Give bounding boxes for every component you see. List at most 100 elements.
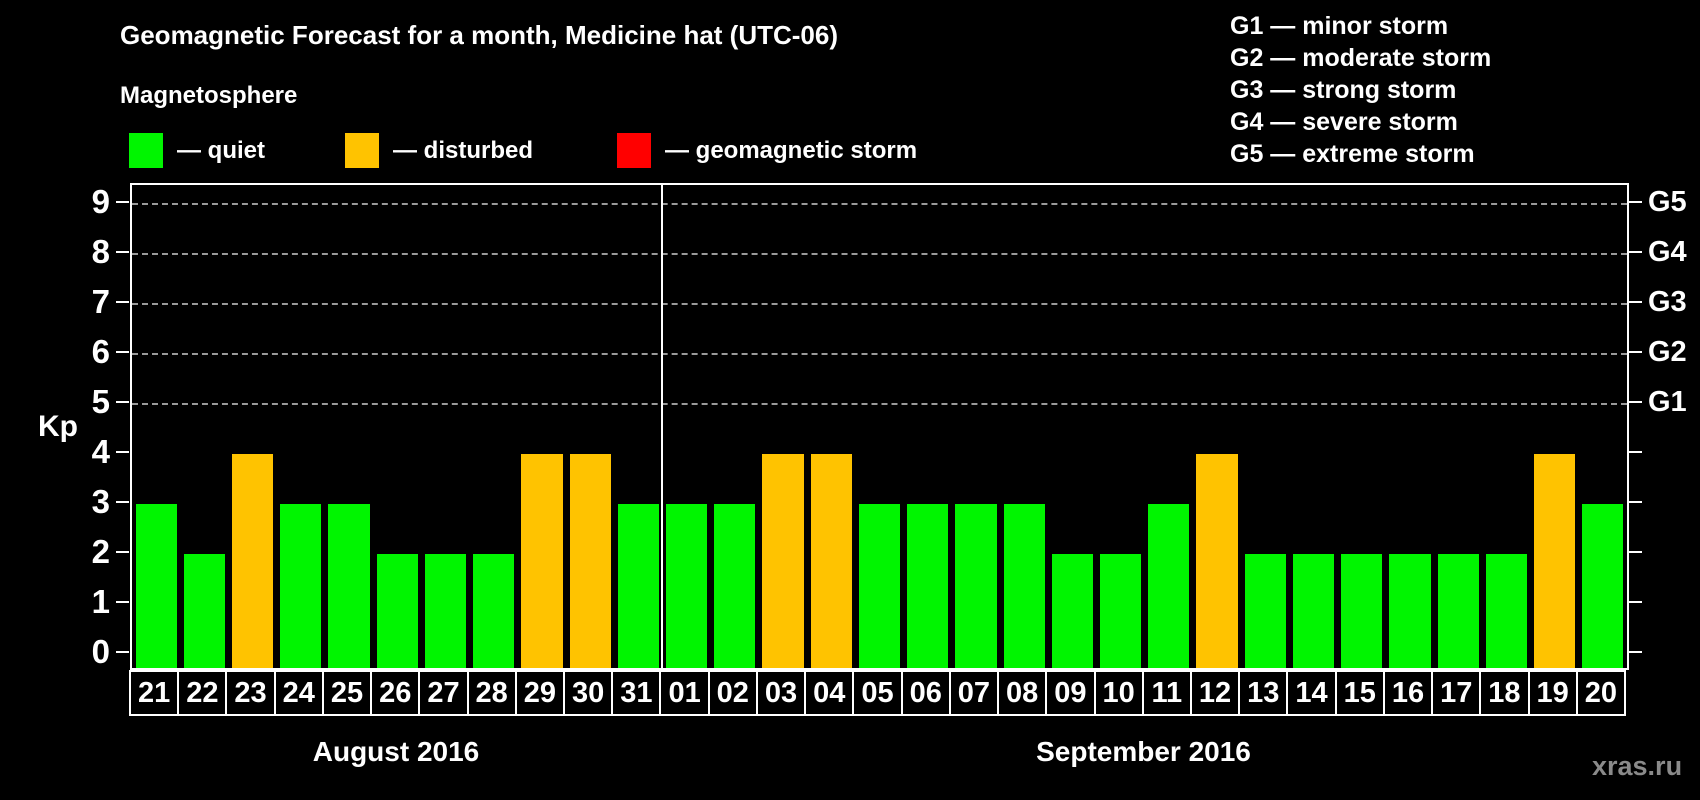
right-axis-tick-9: [1629, 201, 1642, 203]
kp-bar-day-11: [1148, 504, 1190, 668]
day-cell-aug-23: 23: [225, 670, 276, 716]
kp-bar-day-18: [1485, 554, 1528, 668]
storm-swatch-icon: [617, 133, 651, 168]
kp-bar-day-25: [328, 504, 370, 668]
right-axis-tick-6: [1629, 351, 1642, 353]
left-axis-tick-3: [116, 501, 129, 503]
gridline-kp-5: [132, 403, 1627, 405]
legend-item-storm: — geomagnetic storm: [617, 133, 917, 168]
day-cell-sep-07: 07: [948, 670, 1000, 716]
kp-bar-day-01: [665, 504, 708, 668]
kp-bar-day-02: [714, 504, 756, 668]
left-axis-tick-5: [116, 401, 129, 403]
day-cell-sep-04: 04: [804, 670, 855, 716]
kp-bar-day-08: [1003, 504, 1045, 668]
kp-bar-day-23: [231, 454, 274, 668]
right-axis-tick-7: [1629, 301, 1642, 303]
kp-tick-label-0: 0: [91, 633, 110, 670]
kp-bar-day-09: [1051, 554, 1093, 668]
day-cell-sep-15: 15: [1334, 670, 1385, 716]
kp-bar-day-24: [280, 504, 322, 668]
kp-bar-day-15: [1341, 554, 1383, 668]
g-tick-label-g5: G5: [1648, 186, 1687, 218]
day-cell-aug-27: 27: [418, 670, 469, 716]
kp-bar-day-30: [569, 454, 611, 668]
day-cell-sep-20: 20: [1575, 670, 1626, 716]
kp-bar-day-27: [424, 554, 467, 668]
left-axis-tick-6: [116, 351, 129, 353]
kp-bar-day-21: [135, 504, 177, 668]
kp-bar-day-03: [762, 454, 804, 668]
g-scale-line-g2: G2 — moderate storm: [1230, 44, 1492, 72]
day-cell-sep-03: 03: [755, 670, 807, 716]
day-cell-aug-29: 29: [514, 670, 566, 716]
kp-bar-day-20: [1582, 504, 1624, 668]
day-cell-sep-05: 05: [852, 670, 903, 716]
right-axis-tick-1: [1629, 601, 1642, 603]
kp-bar-day-19: [1534, 454, 1576, 668]
legend-item-quiet: — quiet: [129, 133, 265, 168]
quiet-swatch-icon: [129, 133, 163, 168]
kp-bar-day-07: [955, 504, 997, 668]
g-scale-line-g5: G5 — extreme storm: [1230, 140, 1475, 168]
kp-bar-day-13: [1244, 554, 1286, 668]
kp-bar-day-06: [907, 504, 949, 668]
kp-bar-day-04: [810, 454, 852, 668]
left-axis-tick-4: [116, 451, 129, 453]
left-axis-tick-0: [116, 651, 129, 653]
kp-tick-label-1: 1: [91, 583, 110, 620]
kp-tick-label-2: 2: [91, 533, 110, 570]
day-cell-sep-02: 02: [707, 670, 758, 716]
g-scale-line-g1: G1 — minor storm: [1230, 12, 1449, 40]
right-axis-tick-8: [1629, 251, 1642, 253]
kp-tick-label-9: 9: [91, 183, 110, 220]
kp-bar-day-17: [1437, 554, 1479, 668]
left-axis-tick-7: [116, 301, 129, 303]
month-label-september: September 2016: [1036, 736, 1251, 767]
day-cell-sep-19: 19: [1527, 670, 1578, 716]
day-cell-sep-13: 13: [1238, 670, 1289, 716]
right-axis-tick-2: [1629, 551, 1642, 553]
kp-bar-day-12: [1196, 454, 1238, 668]
kp-tick-label-4: 4: [91, 433, 110, 470]
day-cell-sep-01: 01: [659, 670, 710, 716]
legend-item-disturbed: — disturbed: [345, 133, 533, 168]
kp-tick-label-8: 8: [91, 233, 110, 270]
day-cell-sep-14: 14: [1286, 670, 1337, 716]
chart-plot-area: [130, 183, 1629, 670]
kp-tick-label-7: 7: [91, 283, 110, 320]
g-tick-label-g2: G2: [1648, 336, 1687, 368]
g-tick-label-g1: G1: [1648, 386, 1687, 418]
kp-bar-day-05: [858, 504, 901, 668]
day-cell-sep-09: 09: [1045, 670, 1096, 716]
day-cell-aug-28: 28: [466, 670, 517, 716]
gridline-kp-8: [132, 253, 1627, 255]
kp-bar-day-10: [1100, 554, 1142, 668]
page-title: Geomagnetic Forecast for a month, Medici…: [120, 20, 838, 50]
kp-bar-day-16: [1389, 554, 1431, 668]
day-cell-aug-24: 24: [273, 670, 324, 716]
day-cell-sep-12: 12: [1189, 670, 1241, 716]
day-cell-aug-21: 21: [129, 670, 180, 716]
right-axis-tick-3: [1629, 501, 1642, 503]
left-axis-tick-1: [116, 601, 129, 603]
day-cell-sep-06: 06: [900, 670, 951, 716]
day-cell-aug-22: 22: [177, 670, 228, 716]
month-label-august: August 2016: [312, 736, 480, 767]
kp-bar-day-29: [521, 454, 563, 668]
day-cell-sep-18: 18: [1479, 670, 1530, 716]
disturbed-swatch-icon: [345, 133, 379, 168]
legend-item-label: — quiet: [177, 136, 265, 164]
kp-bar-day-22: [183, 554, 225, 668]
kp-bar-day-26: [376, 554, 418, 668]
kp-bar-day-31: [617, 504, 659, 668]
right-axis-tick-5: [1629, 401, 1642, 403]
month-divider-line: [661, 185, 664, 668]
day-cell-aug-25: 25: [321, 670, 373, 716]
right-axis-tick-4: [1629, 451, 1642, 453]
day-cell-sep-08: 08: [997, 670, 1048, 716]
gridline-kp-9: [132, 203, 1627, 205]
day-cell-aug-26: 26: [370, 670, 421, 716]
right-axis-tick-0: [1629, 651, 1642, 653]
